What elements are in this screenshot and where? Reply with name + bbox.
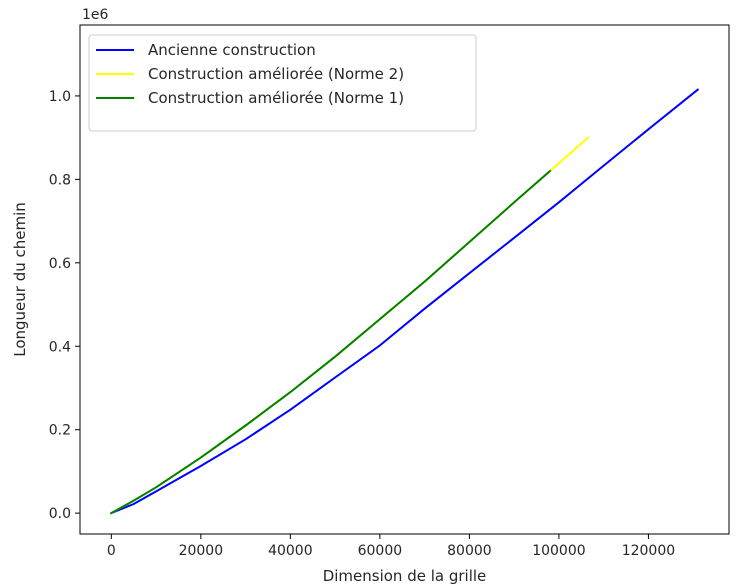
legend-label-2: Construction améliorée (Norme 2) xyxy=(148,65,404,83)
y-tick-label: 0.6 xyxy=(49,256,71,272)
y-axis-label: Longueur du chemin xyxy=(11,202,29,357)
y-tick-label: 0.2 xyxy=(49,423,71,439)
legend-label-1: Ancienne construction xyxy=(148,41,316,59)
x-tick-label: 0 xyxy=(107,543,116,559)
y-scale-label: 1e6 xyxy=(82,7,109,23)
x-tick-label: 120000 xyxy=(622,543,675,559)
y-tick-label: 0.0 xyxy=(49,506,71,522)
x-axis-label: Dimension de la grille xyxy=(323,567,487,585)
x-axis-ticks: 0 20000 40000 60000 80000 100000 120000 xyxy=(107,534,675,559)
x-tick-label: 40000 xyxy=(268,543,313,559)
legend: Ancienne construction Construction amélio… xyxy=(88,34,477,132)
x-tick-label: 100000 xyxy=(532,543,585,559)
y-tick-label: 0.8 xyxy=(49,172,71,188)
x-tick-label: 80000 xyxy=(447,543,492,559)
series-line-1 xyxy=(109,88,700,515)
y-tick-label: 0.4 xyxy=(49,339,71,355)
legend-label-3: Construction améliorée (Norme 1) xyxy=(148,89,404,107)
x-tick-label: 60000 xyxy=(358,543,403,559)
x-tick-label: 20000 xyxy=(179,543,224,559)
legend-box xyxy=(88,34,477,132)
series-line-3 xyxy=(109,169,552,515)
series-layer xyxy=(109,88,700,515)
y-axis-ticks: 0.0 0.2 0.4 0.6 0.8 1.0 xyxy=(49,89,80,522)
y-tick-label: 1.0 xyxy=(49,89,71,105)
